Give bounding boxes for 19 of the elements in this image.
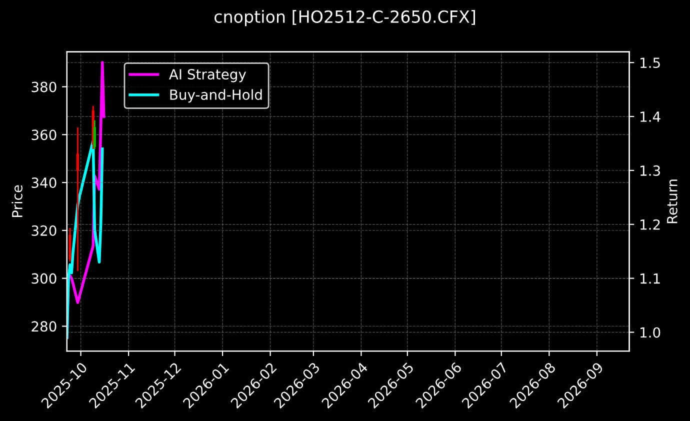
y2-tick-label: 1.5 (640, 58, 660, 68)
y2-tick-label: 1.2 (640, 219, 660, 230)
y-tick-label: 300 (32, 273, 56, 284)
y2-tick-label: 1.4 (640, 112, 660, 122)
y2-tick-label: 1.3 (640, 165, 660, 176)
y2-axis-title: Return (667, 180, 678, 224)
legend-label: Buy-and-Hold (170, 89, 262, 103)
candlestick (68, 227, 72, 262)
y2-tick-label: 1.0 (640, 327, 660, 338)
chart-title: cnoption [HO2512-C-2650.CFX] (214, 10, 475, 26)
y-tick-label: 280 (32, 321, 56, 332)
y-axis-title: Price (12, 185, 22, 218)
legend-label: AI Strategy (169, 69, 246, 82)
y-tick-label: 360 (32, 130, 56, 140)
y-tick-label: 380 (32, 82, 56, 92)
y-tick-label: 320 (32, 225, 56, 236)
y-tick-label: 340 (32, 178, 56, 188)
candlestick (76, 126, 79, 272)
y2-tick-label: 1.1 (640, 273, 660, 284)
